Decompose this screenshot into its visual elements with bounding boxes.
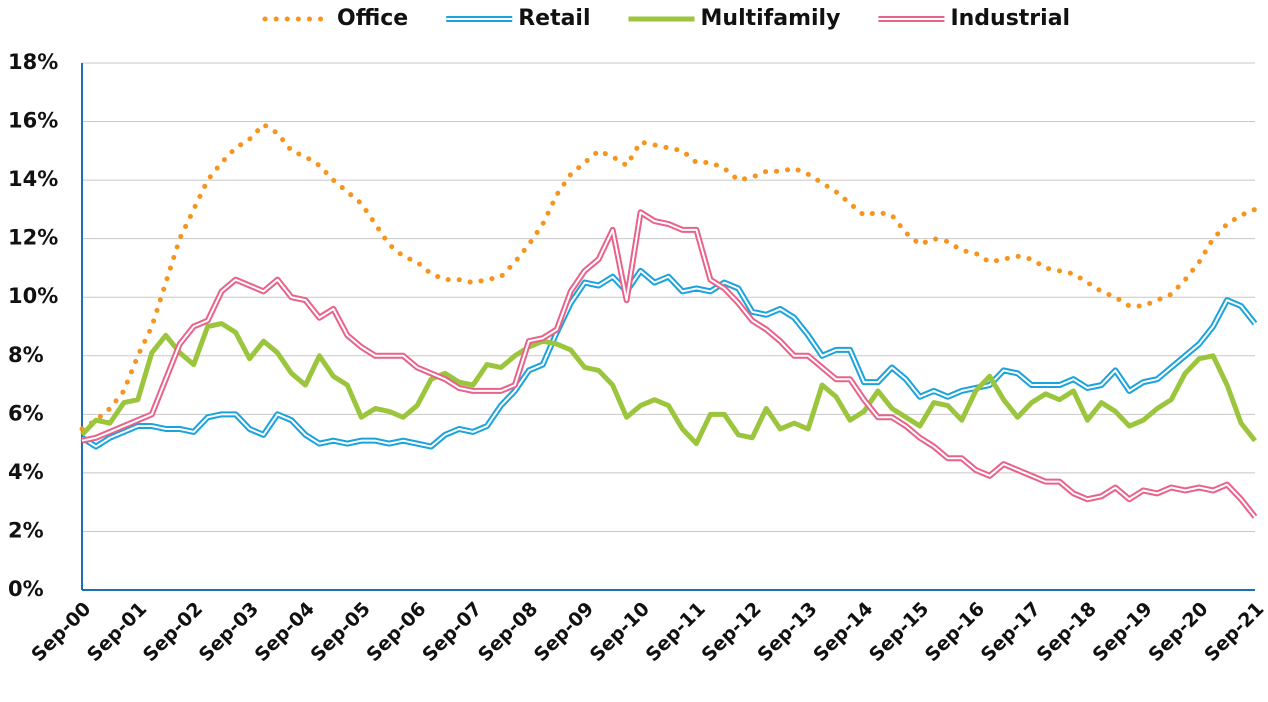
x-tick-label: Sep-18: [1033, 598, 1101, 666]
x-tick-label: Sep-00: [27, 598, 95, 666]
x-tick-label: Sep-16: [921, 598, 989, 666]
legend-label: Multifamily: [701, 6, 841, 31]
x-tick-label: Sep-03: [195, 598, 263, 666]
x-tick-label: Sep-17: [977, 598, 1045, 666]
y-tick-label: 14%: [8, 167, 58, 191]
y-tick-label: 16%: [8, 109, 58, 133]
series-line: [81, 209, 1258, 519]
legend: Office Retail Multifamily Industrial: [262, 6, 1070, 31]
x-tick-label: Sep-19: [1088, 598, 1156, 666]
x-tick-label: Sep-04: [251, 598, 319, 666]
x-tick-label: Sep-07: [418, 598, 486, 666]
series-line: [79, 121, 1258, 432]
series-line-inner: [81, 269, 1256, 448]
y-tick-label: 2%: [8, 518, 44, 542]
legend-label: Retail: [518, 6, 590, 31]
series-line-inner: [81, 211, 1256, 518]
legend-label: Office: [337, 6, 408, 31]
y-tick-label: 10%: [8, 284, 58, 308]
y-tick-label: 18%: [8, 50, 58, 74]
legend-label: Industrial: [950, 6, 1070, 31]
x-tick-label: Sep-15: [865, 598, 933, 666]
x-tick-label: Sep-08: [474, 598, 542, 666]
series-line: [80, 321, 1257, 447]
x-tick-label: Sep-02: [139, 598, 207, 666]
x-tick-label: Sep-21: [1200, 598, 1268, 666]
y-tick-label: 0%: [8, 577, 44, 601]
x-tick-label: Sep-20: [1144, 598, 1212, 666]
y-tick-label: 6%: [8, 401, 44, 425]
y-tick-label: 12%: [8, 226, 58, 250]
x-tick-label: Sep-06: [362, 598, 430, 666]
x-tick-label: Sep-14: [809, 598, 877, 666]
x-tick-label: Sep-11: [642, 598, 710, 666]
x-tick-label: Sep-01: [83, 598, 151, 666]
x-tick-label: Sep-05: [306, 598, 374, 666]
x-tick-label: Sep-12: [697, 598, 765, 666]
x-tick-label: Sep-09: [530, 598, 598, 666]
y-tick-label: 4%: [8, 460, 44, 484]
x-tick-label: Sep-13: [753, 598, 821, 666]
y-tick-label: 8%: [8, 343, 44, 367]
x-tick-label: Sep-10: [586, 598, 654, 666]
